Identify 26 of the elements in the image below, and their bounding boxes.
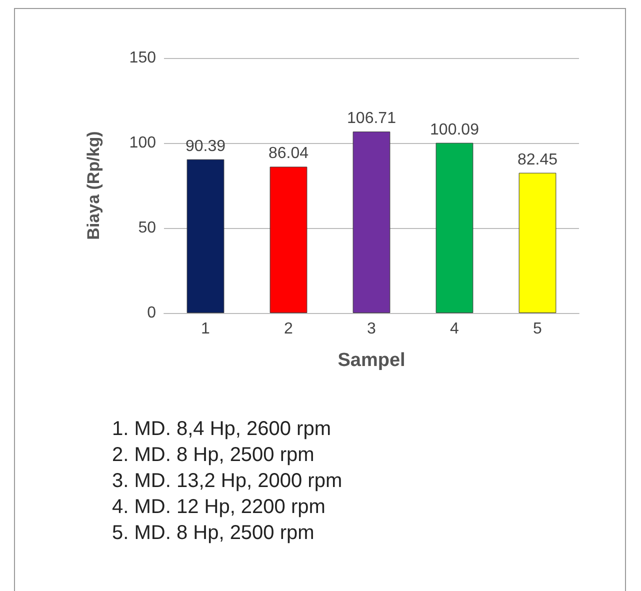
- x-tick-label: 4: [450, 320, 460, 338]
- data-label: 106.71: [347, 110, 396, 128]
- data-label: 86.04: [268, 145, 309, 162]
- data-label: 90.39: [185, 138, 226, 155]
- data-label: 100.09: [430, 121, 480, 138]
- x-tick-label: 5: [533, 320, 542, 338]
- bar: [186, 159, 224, 313]
- bar: [270, 166, 308, 313]
- y-tick-label: 0: [147, 304, 156, 322]
- x-tick-label: 1: [201, 320, 210, 338]
- y-tick-label: 150: [129, 50, 156, 66]
- text: 3. MD. 13,2 Hp, 2000 rpm: [112, 469, 342, 494]
- x-tick-label: 2: [284, 320, 294, 338]
- text: 4. MD. 12 Hp, 2200 rpm: [112, 495, 326, 520]
- x-axis-title: Sampel: [338, 350, 406, 371]
- bar: [352, 132, 390, 313]
- y-tick-label: 100: [129, 134, 156, 152]
- bar: [436, 142, 474, 313]
- data-label: 82.45: [517, 151, 558, 168]
- x-tick-label: 3: [367, 320, 376, 338]
- y-axis-title: Biaya (Rp/kg): [84, 131, 103, 240]
- bar: [518, 172, 556, 313]
- text: 5. MD. 8 Hp, 2500 rpm: [112, 521, 316, 546]
- text: 1. MD. 8,4 Hp, 2600 rpm: [112, 417, 332, 442]
- text: 2. MD. 8 Hp, 2500 rpm: [112, 443, 316, 468]
- y-tick-label: 50: [138, 220, 156, 236]
